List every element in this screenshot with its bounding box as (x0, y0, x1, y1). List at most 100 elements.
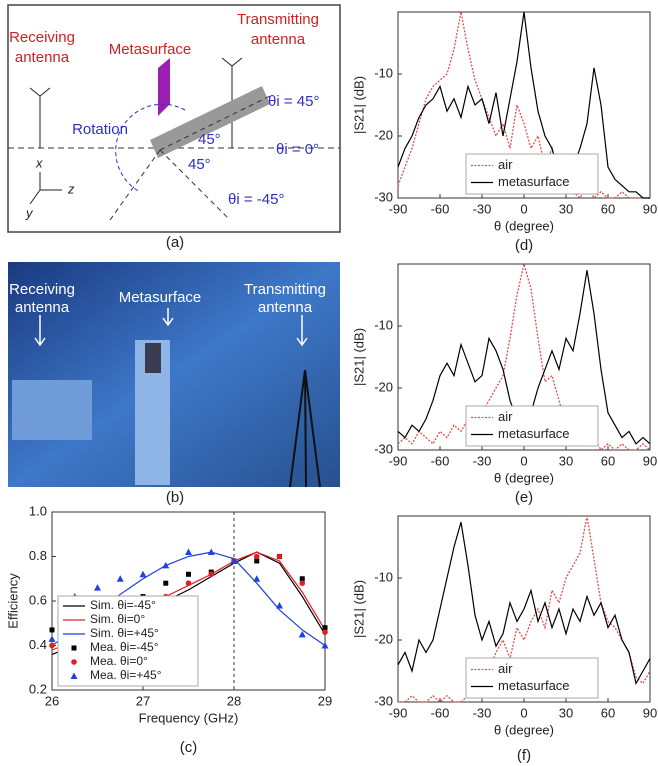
label: antenna (251, 31, 306, 48)
marker (94, 584, 101, 591)
marker (254, 558, 260, 564)
marker (276, 601, 283, 609)
x-tick-label: 90 (643, 705, 657, 720)
legend-label: Mea. θi=+45° (90, 668, 162, 682)
rotation-arc (115, 103, 186, 193)
marker (186, 571, 191, 577)
x-tick-label: -30 (473, 705, 492, 720)
photo (8, 262, 340, 487)
y-tick-label: -30 (374, 441, 393, 456)
x-tick-label: 90 (643, 453, 657, 468)
series-line (397, 263, 651, 452)
metasurface-icon (158, 58, 170, 116)
marker (139, 570, 147, 578)
legend-box (465, 657, 599, 699)
legend-label: Mea. θi=-45° (90, 640, 159, 654)
label: Metasurface (109, 41, 192, 58)
series-line (397, 522, 651, 686)
neg-line (159, 149, 231, 221)
legend-label: Sim. θi=0° (90, 612, 145, 626)
marker (185, 580, 192, 586)
marker (322, 629, 328, 635)
marker (321, 642, 329, 649)
y-tick-label: -20 (374, 127, 393, 142)
series-line (397, 11, 650, 200)
label: z (67, 181, 75, 196)
tripod (304, 369, 307, 488)
legend-box (57, 595, 199, 687)
x-tick-label: 26 (45, 693, 59, 708)
y-tick-label: -30 (374, 693, 393, 708)
label: 45° (198, 131, 221, 148)
y-axis-label: |S21| (dB) (351, 580, 366, 638)
label: Transmitting (244, 281, 326, 298)
x-tick-label: 29 (318, 693, 332, 708)
legend-label: Sim. θi=-45° (90, 598, 156, 612)
caption: (c) (180, 739, 198, 756)
legend-label: Mea. θi=0° (90, 654, 148, 668)
x-axis-label: θ (degree) (494, 722, 554, 737)
marker (253, 575, 261, 582)
label: y (25, 205, 34, 220)
x-tick-label: 0 (520, 453, 527, 468)
tx-antenna (221, 57, 243, 67)
x-tick-label: -60 (431, 201, 450, 216)
x-tick-label: 90 (643, 201, 657, 216)
label: antenna (15, 299, 70, 316)
axis-y (29, 189, 41, 205)
x-axis-label: θ (degree) (494, 218, 554, 233)
arrows (34, 308, 308, 347)
y-tick-label: 0.4 (29, 637, 47, 652)
x-tick-label: 30 (559, 201, 573, 216)
label: θi = -45° (228, 191, 284, 208)
tripod (304, 369, 321, 488)
marker (185, 548, 192, 556)
marker (299, 580, 306, 586)
y-axis-label: Efficiency (5, 573, 20, 629)
metasurface-sample (145, 343, 161, 373)
x-tick-label: -30 (473, 453, 492, 468)
marker (253, 553, 260, 560)
legend-box (465, 405, 599, 447)
label: Rotation (72, 121, 128, 138)
series-line (398, 515, 651, 703)
diagram-panel: Receiving antenna Metasurface Transmitti… (7, 4, 341, 251)
y-tick-label: 0.2 (29, 681, 47, 696)
x-tick-label: -60 (431, 453, 450, 468)
marker (230, 557, 238, 564)
legend-label: metasurface (498, 426, 570, 441)
marker (208, 571, 215, 578)
caption: (e) (515, 489, 533, 506)
label: Metasurface (119, 289, 202, 306)
y-tick-label: -20 (374, 379, 393, 394)
rx-antenna (29, 87, 51, 97)
legend-box (465, 153, 599, 195)
caption: (b) (166, 489, 184, 506)
x-tick-label: 27 (136, 693, 150, 708)
legend-label: metasurface (498, 174, 570, 189)
marker (298, 630, 306, 638)
marker (322, 625, 328, 631)
x-tick-label: 30 (559, 705, 573, 720)
x-tick-label: -90 (389, 705, 408, 720)
marker (49, 627, 55, 633)
x-tick-label: 30 (559, 453, 573, 468)
y-tick-label: 0.6 (29, 592, 47, 607)
x-tick-label: 0 (520, 705, 527, 720)
marker (70, 672, 78, 679)
series-line (397, 11, 650, 199)
y-tick-label: -30 (374, 189, 393, 204)
y-tick-label: 0.8 (29, 548, 47, 563)
x-tick-label: -30 (473, 201, 492, 216)
x-tick-label: -90 (389, 453, 408, 468)
marker (299, 576, 305, 582)
label: antenna (258, 299, 313, 316)
legend-label: metasurface (498, 678, 570, 693)
marker (116, 575, 124, 582)
photo-panel: Receiving antenna Metasurface Transmitti… (8, 262, 340, 506)
x-tick-label: -60 (431, 705, 450, 720)
marker (207, 548, 215, 556)
y-tick-label: -10 (374, 317, 393, 332)
label: x (35, 155, 43, 170)
x-tick-label: -90 (389, 201, 408, 216)
